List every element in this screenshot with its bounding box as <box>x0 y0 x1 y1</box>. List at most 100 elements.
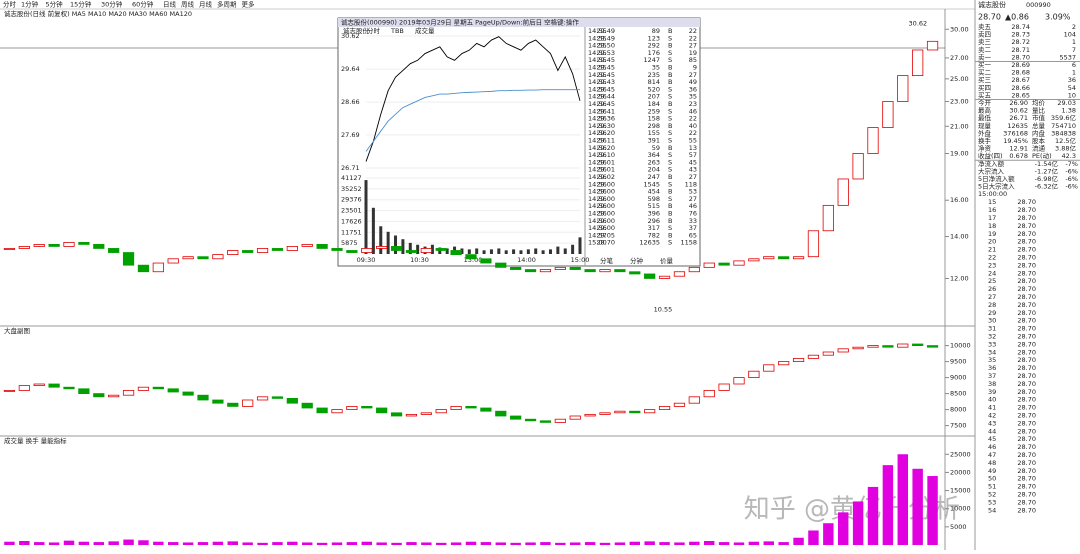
y-tick-label: 29.64 <box>341 65 360 73</box>
trade-row: 28.70 <box>1017 348 1036 356</box>
candle <box>405 413 418 417</box>
flow: 大宗流入 <box>978 166 1005 175</box>
y-tick-label: 11751 <box>341 228 362 236</box>
volume-bar <box>689 541 700 545</box>
toolbar-tab[interactable]: 5分钟 <box>46 0 64 9</box>
candle <box>435 248 447 251</box>
popup-tab[interactable]: 成交量 <box>415 26 435 35</box>
candle <box>242 250 254 253</box>
trade-row: 28.70 <box>1017 238 1036 246</box>
intraday-volume <box>445 248 449 254</box>
candle <box>137 264 150 273</box>
toolbar-tab[interactable]: 1分钟 <box>21 0 39 9</box>
candle <box>122 389 135 396</box>
tick-cell: 14:56 <box>588 180 607 188</box>
popup-footer-tab[interactable]: 价量 <box>660 257 674 265</box>
candle <box>837 178 849 206</box>
candle <box>256 396 269 401</box>
tick-cell: 22 <box>689 115 697 123</box>
candle <box>450 405 462 410</box>
tick-cell: 13 <box>689 144 697 152</box>
volume-bar <box>659 542 670 545</box>
intraday-volume <box>556 246 560 254</box>
y-tick-label: 41127 <box>341 174 362 182</box>
y-tick-label: 9000 <box>950 374 967 382</box>
popup-titlebar <box>338 18 700 27</box>
candle <box>748 258 760 262</box>
candle <box>346 250 358 253</box>
flow: 5日净流入额 <box>978 174 1015 183</box>
toolbar-tab[interactable]: 周线 <box>181 0 195 9</box>
tick-cell: 9 <box>693 64 697 72</box>
tick-cell: S <box>668 195 672 203</box>
tick-cell: S <box>668 166 672 174</box>
intraday-volume <box>416 244 420 254</box>
tick-cell: 29.49 <box>596 34 615 42</box>
trade-row: 28.70 <box>1017 380 1036 388</box>
tick-cell: 29.00 <box>596 180 615 188</box>
volume-bar <box>733 542 745 545</box>
tick-cell: 454 <box>648 188 660 196</box>
candle <box>167 258 179 264</box>
intraday-volume <box>519 250 523 254</box>
popup-footer-tab[interactable]: 分钟 <box>630 256 644 265</box>
volume-bar <box>748 541 760 545</box>
toolbar-tab[interactable]: 月线 <box>199 0 213 9</box>
trade-row: 28.70 <box>1017 443 1036 451</box>
bid: 28.68 <box>1011 69 1030 77</box>
toolbar-tab[interactable]: 15分钟 <box>70 0 92 9</box>
tick-cell: S <box>668 115 672 123</box>
ask: 5537 <box>1059 53 1076 61</box>
toolbar-tab[interactable]: 30分钟 <box>101 0 123 9</box>
popup-tab[interactable]: 诚志股份 <box>343 26 370 35</box>
trade-row: 40 <box>988 396 996 404</box>
volume-bar <box>793 537 804 545</box>
trade-row: 28.70 <box>1017 301 1036 309</box>
trade-row: 35 <box>988 356 996 364</box>
bid: 买五 <box>978 91 992 99</box>
popup-tab[interactable]: 分时 <box>367 26 381 35</box>
candle <box>376 407 388 414</box>
candle <box>599 269 611 273</box>
bid: 买二 <box>978 69 992 77</box>
trade-row: 33 <box>988 340 996 348</box>
candle <box>3 389 16 392</box>
intraday-volume <box>460 248 464 254</box>
toolbar-tab[interactable]: 60分钟 <box>132 0 154 9</box>
intraday-volume <box>394 235 398 254</box>
volume-bar <box>346 542 358 545</box>
tick-cell: 14:56 <box>588 151 607 159</box>
toolbar-tab[interactable]: 多周期 <box>217 0 237 9</box>
candle <box>658 275 671 279</box>
candle <box>837 348 849 353</box>
popup-frame <box>337 17 701 267</box>
intraday-volume <box>364 180 368 254</box>
candle <box>703 262 715 268</box>
trade-row: 38 <box>988 380 996 388</box>
intraday-volume <box>548 249 552 254</box>
tick-cell: 22 <box>689 129 697 137</box>
candle <box>733 377 745 385</box>
candle <box>614 410 626 414</box>
toolbar-tab[interactable]: 分时 <box>3 0 17 9</box>
trade-row: 28.70 <box>1017 230 1036 238</box>
ask: 7 <box>1072 46 1076 54</box>
trade-row: 27 <box>988 293 996 301</box>
popup-tab[interactable]: TBB <box>390 27 404 35</box>
trade-row: 28.70 <box>1017 261 1036 269</box>
toolbar-tab[interactable]: 更多 <box>242 0 256 9</box>
candle <box>614 269 626 273</box>
ask: 卖四 <box>978 31 991 39</box>
tick-cell: 29.45 <box>596 56 615 64</box>
trade-row: 30 <box>988 317 996 325</box>
intraday-volume <box>489 249 493 254</box>
tick-cell: 53 <box>689 188 697 196</box>
trade-row: 28.70 <box>1017 483 1036 491</box>
tick-cell: 27 <box>689 173 697 181</box>
popup-footer-tab[interactable]: 分笔 <box>600 256 614 265</box>
toolbar-tab[interactable]: 日线 <box>163 0 177 9</box>
trade-row: 36 <box>988 364 996 372</box>
volume-bar <box>823 523 834 545</box>
candle <box>554 418 566 423</box>
ask: 1 <box>1072 38 1076 46</box>
